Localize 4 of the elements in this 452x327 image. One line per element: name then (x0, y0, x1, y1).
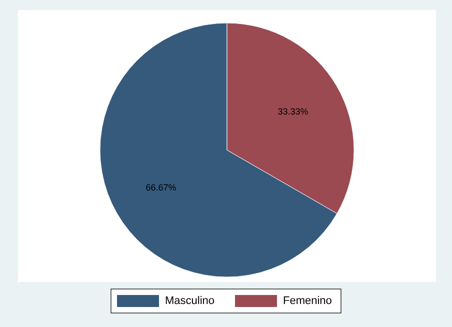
data-label: 66.67% (146, 182, 176, 192)
legend-label: Masculino (165, 294, 215, 307)
data-label: 33.33% (278, 106, 308, 116)
legend-label: Femenino (283, 294, 332, 307)
